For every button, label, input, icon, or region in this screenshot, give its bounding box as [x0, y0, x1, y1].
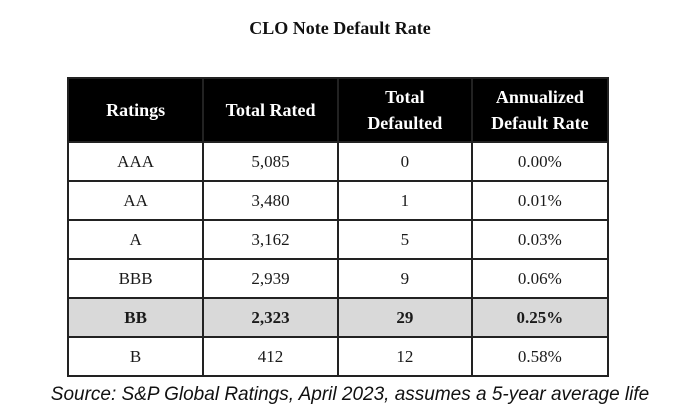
header-total-defaulted: Total Defaulted — [336, 77, 473, 143]
cell-total-defaulted: 0 — [336, 141, 473, 182]
cell-total-rated: 5,085 — [202, 141, 339, 182]
table-row-a: A 3,162 5 0.03% — [66, 219, 610, 260]
cell-rating: B — [66, 336, 205, 377]
table-row-aa: AA 3,480 1 0.01% — [66, 180, 610, 221]
table-row-bb-highlighted: BB 2,323 29 0.25% — [66, 297, 610, 338]
table-row-bbb: BBB 2,939 9 0.06% — [66, 258, 610, 299]
cell-rating: BBB — [66, 258, 205, 299]
cell-rating: AA — [66, 180, 205, 221]
cell-default-rate: 0.25% — [470, 297, 610, 338]
cell-total-defaulted: 12 — [336, 336, 473, 377]
header-total-rated-line-1: Total Rated — [225, 100, 316, 120]
cell-default-rate: 0.01% — [470, 180, 610, 221]
default-rate-table: Ratings Total Rated Total Defaulted Annu… — [66, 77, 610, 377]
cell-rating: A — [66, 219, 205, 260]
table-body: AAA 5,085 0 0.00% AA 3,480 1 0.01% A 3,1… — [66, 141, 610, 377]
header-ratings-line-1: Ratings — [106, 100, 166, 120]
table-header: Ratings Total Rated Total Defaulted Annu… — [66, 77, 610, 143]
cell-default-rate: 0.58% — [470, 336, 610, 377]
cell-rating: BB — [66, 297, 205, 338]
table-row-aaa: AAA 5,085 0 0.00% — [66, 141, 610, 182]
cell-total-defaulted: 29 — [336, 297, 473, 338]
header-ratings: Ratings — [66, 77, 205, 143]
cell-default-rate: 0.06% — [470, 258, 610, 299]
table-row-b: B 412 12 0.58% — [66, 336, 610, 377]
source-note: Source: S&P Global Ratings, April 2023, … — [50, 384, 650, 405]
cell-total-rated: 3,480 — [202, 180, 339, 221]
cell-total-defaulted: 1 — [336, 180, 473, 221]
cell-total-defaulted: 5 — [336, 219, 473, 260]
cell-total-rated: 3,162 — [202, 219, 339, 260]
header-row: Ratings Total Rated Total Defaulted Annu… — [66, 77, 610, 143]
cell-total-rated: 2,323 — [202, 297, 339, 338]
cell-total-defaulted: 9 — [336, 258, 473, 299]
cell-total-rated: 2,939 — [202, 258, 339, 299]
header-default-rate-line-1: Annualized — [495, 87, 584, 107]
cell-default-rate: 0.03% — [470, 219, 610, 260]
header-total-defaulted-line-1: Total — [385, 87, 425, 107]
cell-default-rate: 0.00% — [470, 141, 610, 182]
header-default-rate: Annualized Default Rate — [470, 77, 610, 143]
cell-total-rated: 412 — [202, 336, 339, 377]
header-total-defaulted-line-2: Defaulted — [367, 113, 443, 133]
header-default-rate-line-2: Default Rate — [491, 113, 589, 133]
cell-rating: AAA — [66, 141, 205, 182]
table-title: CLO Note Default Rate — [249, 18, 431, 38]
header-total-rated: Total Rated — [202, 77, 339, 143]
